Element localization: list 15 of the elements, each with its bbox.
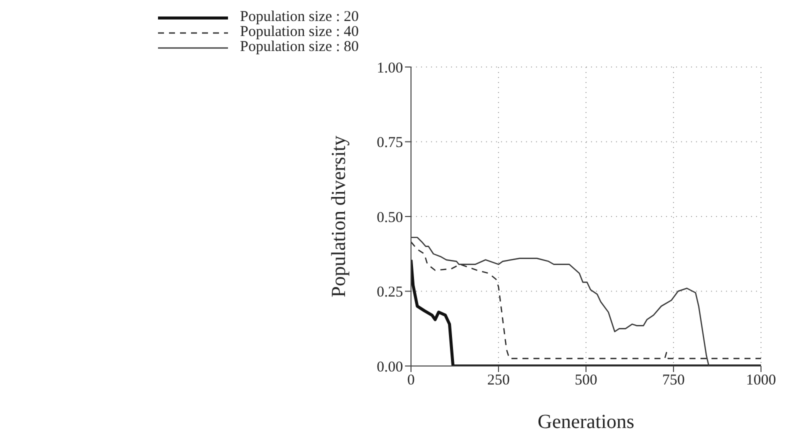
y-tick-label: 0.25	[376, 284, 403, 301]
y-tick-label: 1.00	[376, 60, 403, 76]
y-axis-title: Population diversity	[328, 136, 350, 298]
x-tick-label: 0	[407, 372, 415, 389]
y-tick-label: 0.75	[376, 135, 403, 152]
legend-label: Population size : 20	[240, 9, 359, 26]
x-tick-label: 500	[574, 372, 598, 389]
legend-label: Population size : 80	[240, 39, 359, 56]
x-tick-label: 1000	[746, 372, 776, 389]
legend-label: Population size : 40	[240, 24, 359, 40]
x-tick-label: 750	[662, 372, 685, 389]
x-axis-title: Generations	[538, 411, 635, 433]
y-tick-label: 0.00	[376, 359, 403, 376]
x-tick-label: 250	[487, 372, 510, 389]
y-tick-label: 0.50	[376, 210, 403, 226]
